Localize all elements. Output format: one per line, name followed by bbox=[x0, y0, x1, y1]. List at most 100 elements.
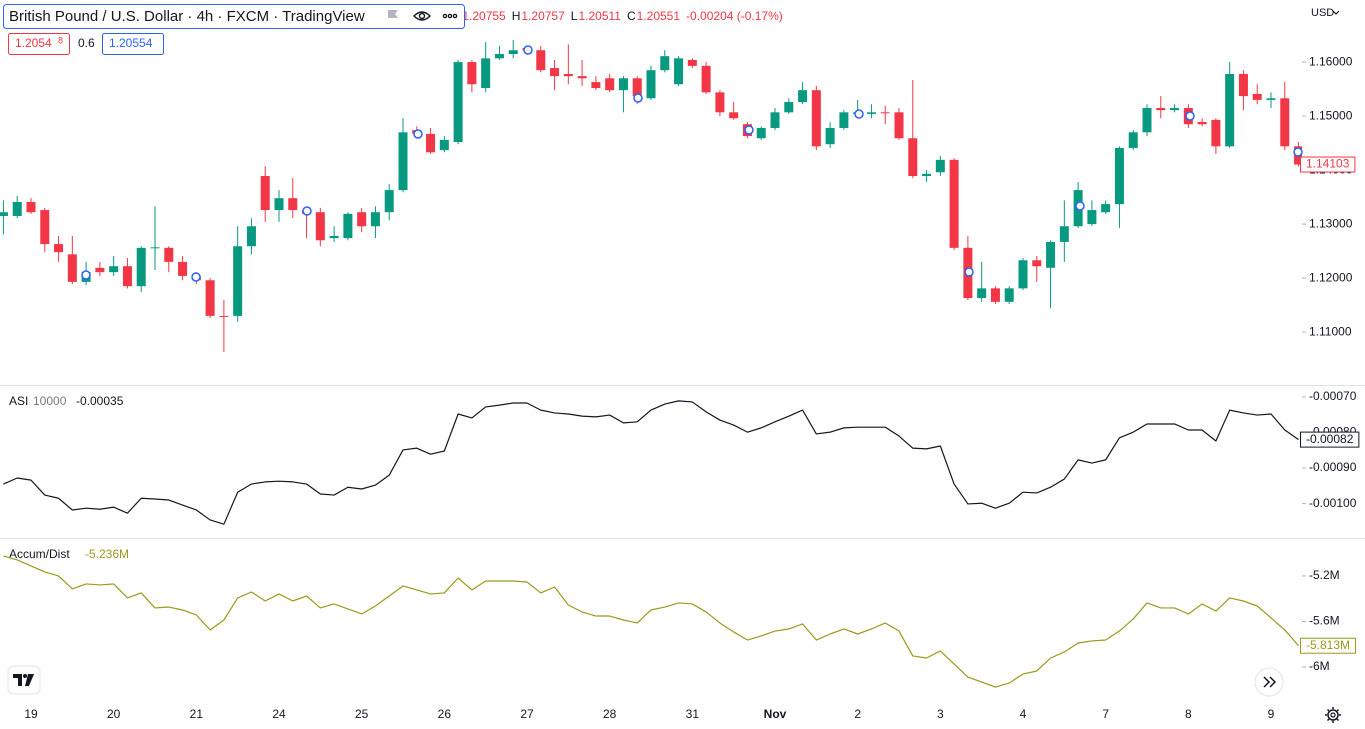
candle-body bbox=[1266, 98, 1276, 100]
tv-logo[interactable] bbox=[7, 665, 41, 695]
ask-box[interactable] bbox=[102, 33, 164, 55]
candle-body bbox=[839, 112, 849, 128]
candle-body bbox=[150, 247, 160, 249]
candle-body bbox=[922, 173, 932, 177]
more-icon[interactable] bbox=[442, 13, 458, 19]
bid-price: 1.2054 bbox=[15, 36, 52, 50]
event-marker[interactable] bbox=[744, 125, 754, 135]
candle-body bbox=[54, 244, 64, 253]
x-tick-label: 24 bbox=[272, 707, 286, 721]
x-tick-label: 19 bbox=[24, 707, 38, 721]
x-tick-label: 9 bbox=[1268, 707, 1275, 721]
ad-legend-name: Accum/Dist bbox=[9, 547, 70, 561]
candle-body bbox=[990, 288, 1000, 302]
candle-body bbox=[205, 280, 215, 316]
candle-body bbox=[756, 127, 766, 139]
last-value-label: -5.813M bbox=[1306, 638, 1350, 652]
dot bbox=[447, 13, 453, 19]
symbol-title: British Pound / U.S. Dollar · 4h · FXCM … bbox=[9, 8, 365, 25]
logo-mark bbox=[13, 674, 34, 686]
candle-body bbox=[1046, 241, 1056, 268]
currency-label[interactable]: USD bbox=[1311, 7, 1334, 19]
candle-body bbox=[1225, 73, 1235, 147]
candle-body bbox=[701, 65, 711, 93]
candle-body bbox=[1032, 260, 1042, 267]
candle-body bbox=[508, 50, 518, 54]
candle-body bbox=[370, 212, 380, 227]
x-tick-label: 3 bbox=[937, 707, 944, 721]
asi-legend-parameter: 10000 bbox=[33, 394, 67, 408]
candle-body bbox=[1018, 260, 1028, 289]
ohlc-value: 1.20755 bbox=[462, 9, 506, 23]
y-tick-label: -0.00070 bbox=[1309, 389, 1357, 403]
button-chevrons bbox=[1263, 676, 1277, 688]
bid-pip: 8 bbox=[58, 35, 63, 45]
candle-body bbox=[591, 82, 601, 89]
candle-body bbox=[343, 213, 353, 239]
candle-body bbox=[674, 58, 684, 85]
last-value-box bbox=[1300, 637, 1357, 654]
bid-box[interactable] bbox=[8, 33, 70, 55]
candle-body bbox=[729, 112, 739, 119]
candle-body bbox=[1238, 73, 1248, 97]
asi-legend-value: -0.00035 bbox=[76, 394, 124, 408]
y-tick-label: -6M bbox=[1309, 659, 1330, 673]
settings-button[interactable] bbox=[1325, 707, 1341, 723]
event-marker[interactable] bbox=[1075, 201, 1085, 211]
candle-body bbox=[1170, 107, 1180, 111]
candle-body bbox=[632, 78, 642, 97]
event-marker[interactable] bbox=[1185, 111, 1195, 121]
x-tick-label: 20 bbox=[107, 707, 121, 721]
candle-body bbox=[1280, 98, 1290, 147]
candle-body bbox=[1252, 93, 1262, 100]
last-value-tag: -5.813M bbox=[1300, 637, 1357, 654]
gear-hub bbox=[1330, 712, 1336, 718]
candle-body bbox=[67, 254, 77, 282]
symbol-box[interactable] bbox=[3, 4, 465, 29]
event-marker[interactable] bbox=[1293, 147, 1303, 157]
candle-body bbox=[219, 315, 229, 317]
eye-icon[interactable] bbox=[413, 11, 431, 21]
y-tick-label: 1.13000 bbox=[1309, 216, 1353, 230]
gear-teeth bbox=[1325, 707, 1341, 723]
candle-body bbox=[811, 90, 821, 147]
event-marker[interactable] bbox=[413, 129, 423, 139]
y-tick-label: -0.00090 bbox=[1309, 460, 1357, 474]
dot bbox=[442, 13, 448, 19]
event-marker[interactable] bbox=[81, 270, 91, 280]
candle-body bbox=[866, 112, 876, 114]
candle-body bbox=[274, 198, 284, 211]
candle-body bbox=[1128, 132, 1138, 148]
last-value-box bbox=[1300, 431, 1360, 448]
candle-body bbox=[494, 53, 504, 59]
event-marker[interactable] bbox=[523, 45, 533, 55]
flag-shape bbox=[388, 10, 398, 18]
ohlc-key: H bbox=[512, 9, 521, 23]
event-marker[interactable] bbox=[302, 206, 312, 216]
candle-body bbox=[40, 210, 50, 245]
eye-shape bbox=[413, 11, 431, 21]
candle-body bbox=[233, 246, 243, 316]
candle-body bbox=[908, 138, 918, 177]
event-marker[interactable] bbox=[633, 93, 643, 103]
x-tick-label: 4 bbox=[1020, 707, 1027, 721]
candle-body bbox=[1197, 122, 1207, 125]
event-marker[interactable] bbox=[191, 272, 201, 282]
event-marker[interactable] bbox=[964, 267, 974, 277]
candle-body bbox=[398, 132, 408, 191]
candle-body bbox=[439, 139, 449, 151]
candle-body bbox=[1101, 204, 1111, 213]
ohlc-key: C bbox=[627, 9, 636, 23]
candle-body bbox=[646, 70, 656, 99]
scroll-right-button[interactable] bbox=[1254, 667, 1284, 697]
flag-icon[interactable] bbox=[388, 10, 398, 18]
event-marker[interactable] bbox=[854, 109, 864, 119]
candle-body bbox=[880, 112, 890, 114]
candle-body bbox=[660, 56, 670, 71]
candle-body bbox=[536, 50, 546, 71]
asi-legend-name: ASI bbox=[9, 394, 28, 408]
spread: 0.6 bbox=[78, 36, 95, 50]
dot bbox=[452, 13, 458, 19]
indicator-line bbox=[3, 400, 1299, 525]
